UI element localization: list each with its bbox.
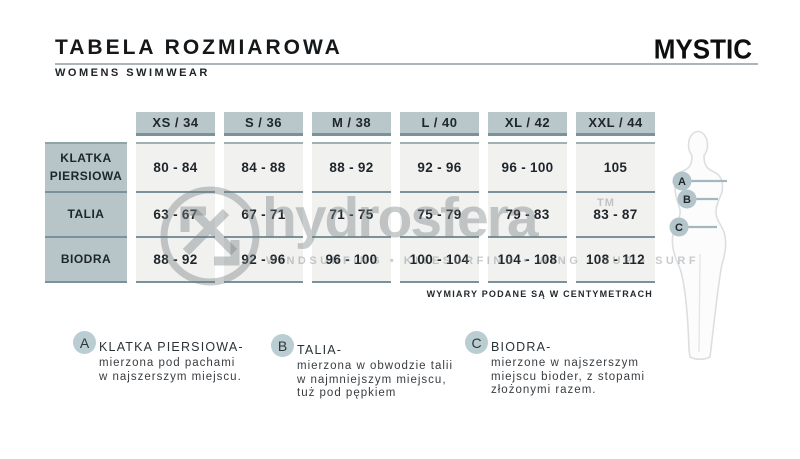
cell-chest-l: 92 - 96 [417,160,462,175]
data-strip-l: 92 - 96 75 - 79 100 - 104 [400,142,479,283]
cell-chest-m: 88 - 92 [329,160,374,175]
legend-desc-line: w najszerszym miejscu. [99,370,242,383]
cell-waist-xs: 63 - 67 [136,191,215,236]
figure-marker-b: B [683,194,691,206]
legend-desc-line: w najmniejszym miejscu, [297,373,447,386]
cell-hips-xs: 88 - 92 [136,236,215,281]
size-header-l: L / 40 [400,112,479,136]
legend-item-waist: B TALIA- mierzona w obwodzie talii w naj… [271,334,453,401]
legend-marker-c: C [465,331,488,354]
legend-desc-line: złożonymi razem. [491,384,597,396]
legend-desc-line: tuż pod pępkiem [297,387,397,399]
units-note: WYMIARY PODANE SĄ W CENTYMETRACH [426,289,653,299]
cell-hips-m: 96 - 100 [312,236,391,281]
row-label-waist: TALIA [45,191,127,236]
legend-desc-line: mierzona pod pachami [99,357,236,369]
body-silhouette-icon: A B C [669,130,727,361]
cell-hips-xxl: 108 - 112 [576,236,655,281]
brand-logo: MYSTIC [653,33,752,65]
cell-waist-m: 71 - 75 [312,191,391,236]
cell-chest-xxl: 105 [603,160,628,175]
row-label-column: KLATKA PIERSIOWA TALIA BIODRA [45,112,127,283]
size-column-xl: XL / 42 96 - 100 79 - 83 104 - 108 [488,112,567,283]
row-label-strip: KLATKA PIERSIOWA TALIA BIODRA [45,142,127,283]
size-table: KLATKA PIERSIOWA TALIA BIODRA XS / 34 80… [45,112,655,283]
legend-item-hips: C BIODRA- mierzone w najszerszym miejscu… [465,331,645,398]
cell-waist-xl: 79 - 83 [488,191,567,236]
cell-hips-xl: 104 - 108 [488,236,567,281]
legend-term-chest: KLATKA PIERSIOWA- [99,340,244,354]
size-column-l: L / 40 92 - 96 75 - 79 100 - 104 [400,112,479,283]
cell-chest-xl: 96 - 100 [501,160,554,175]
size-column-xs: XS / 34 80 - 84 63 - 67 88 - 92 [136,112,215,283]
row-label-chest: KLATKA PIERSIOWA [49,151,123,183]
cell-waist-l: 75 - 79 [400,191,479,236]
size-header-m: M / 38 [312,112,391,136]
title-underline [55,63,758,65]
cell-chest-xs: 80 - 84 [153,160,198,175]
data-strip-s: 84 - 88 67 - 71 92 - 96 [224,142,303,283]
data-strip-xl: 96 - 100 79 - 83 104 - 108 [488,142,567,283]
size-header-s: S / 36 [224,112,303,136]
cell-waist-xxl: 83 - 87 [576,191,655,236]
figure-marker-c: C [675,222,683,234]
size-header-xl: XL / 42 [488,112,567,136]
data-strip-xxl: 105 83 - 87 108 - 112 [576,142,655,283]
legend-marker-a: A [73,331,96,354]
legend-item-chest: A KLATKA PIERSIOWA- mierzona pod pachami… [73,331,244,384]
row-label-hips: BIODRA [45,236,127,281]
size-column-xxl: XXL / 44 105 83 - 87 108 - 112 [576,112,655,283]
data-strip-m: 88 - 92 71 - 75 96 - 100 [312,142,391,283]
legend-term-hips: BIODRA- [491,340,552,354]
legend-desc-line: miejscu bioder, z stopami [491,370,646,383]
cell-hips-s: 92 - 96 [224,236,303,281]
data-strip-xs: 80 - 84 63 - 67 88 - 92 [136,142,215,283]
size-column-s: S / 36 84 - 88 67 - 71 92 - 96 [224,112,303,283]
figure-marker-a: A [678,176,686,188]
size-header-xs: XS / 34 [136,112,215,136]
legend-marker-b: B [271,334,294,357]
cell-waist-s: 67 - 71 [224,191,303,236]
cell-hips-l: 100 - 104 [400,236,479,281]
page-subtitle: WOMENS SWIMWEAR [55,67,210,79]
page-title: TABELA ROZMIAROWA [55,36,343,59]
measurement-figure: A B C [648,124,768,374]
size-header-xxl: XXL / 44 [576,112,655,136]
cell-chest-s: 84 - 88 [241,160,286,175]
size-column-m: M / 38 88 - 92 71 - 75 96 - 100 [312,112,391,283]
legend-desc-line: mierzone w najszerszym [491,357,639,369]
legend-desc-line: mierzona w obwodzie talii [297,360,454,372]
legend-term-waist: TALIA- [297,343,343,357]
